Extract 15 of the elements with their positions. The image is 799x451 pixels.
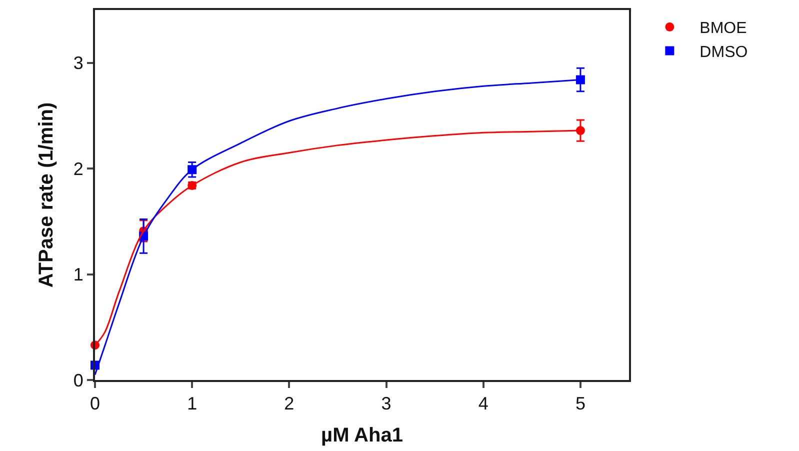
- legend-label: BMOE: [700, 20, 747, 38]
- x-tick-label: 4: [478, 394, 488, 414]
- point: [576, 75, 585, 84]
- legend-label: DMSO: [700, 44, 748, 61]
- y-tick-label: 1: [73, 264, 84, 285]
- y-tick-label: 2: [73, 158, 84, 179]
- x-tick-label: 1: [187, 394, 198, 414]
- y-tick-label: 0: [73, 370, 84, 390]
- x-axis-title: µM Aha1: [321, 424, 403, 447]
- x-tick-label: 2: [284, 394, 294, 414]
- y-tick-label: 3: [73, 53, 84, 74]
- x-tick-label: 3: [381, 394, 392, 414]
- x-tick-label: 5: [575, 394, 586, 414]
- y-axis-title: ATPase rate (1/min): [35, 102, 58, 288]
- x-tick-label: 0: [90, 394, 100, 414]
